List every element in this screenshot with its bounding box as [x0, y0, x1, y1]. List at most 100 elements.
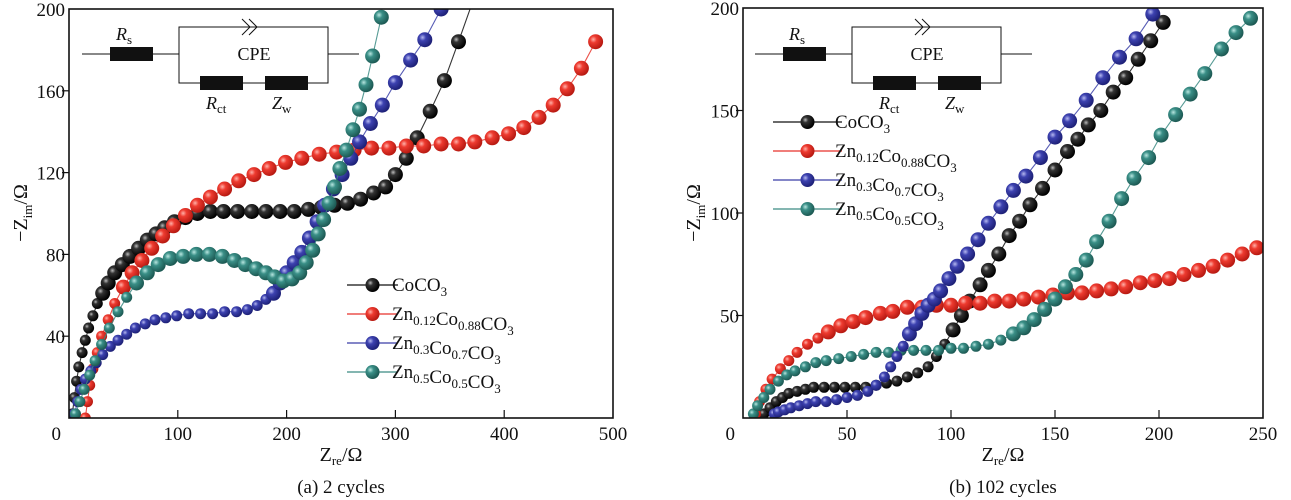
data-point: [451, 136, 466, 152]
panel-b-series: [747, 8, 1263, 418]
data-point: [1176, 267, 1192, 282]
data-point: [316, 212, 332, 228]
data-point: [820, 396, 832, 408]
data-point: [1168, 107, 1184, 123]
panel-b-ylabel: −Zim/Ω: [683, 184, 708, 242]
data-point: [1074, 285, 1090, 301]
legend-marker: [800, 173, 815, 187]
data-point: [1220, 252, 1236, 268]
data-point: [202, 204, 218, 219]
data-point: [1103, 281, 1119, 297]
data-point: [332, 161, 348, 176]
data-point: [1018, 168, 1034, 184]
data-point: [764, 383, 776, 395]
data-point: [1037, 301, 1053, 317]
series-coco3: [758, 14, 1171, 418]
data-point: [96, 338, 108, 350]
data-point: [897, 340, 909, 352]
data-point: [531, 109, 547, 125]
data-point: [73, 361, 85, 373]
data-point: [785, 402, 797, 414]
data-point: [858, 348, 870, 360]
legend-marker: [365, 365, 380, 379]
series-zn0-3co0-7co3: [768, 8, 1161, 418]
x-tick-label: 250: [1249, 424, 1278, 445]
panel-a-caption: (a) 2 cycles: [297, 477, 385, 498]
data-point: [862, 385, 874, 397]
series-line: [773, 13, 1154, 415]
y-tick-label: 200: [37, 0, 66, 21]
data-point: [129, 275, 144, 291]
data-point: [878, 371, 890, 383]
data-point: [403, 52, 419, 68]
data-point: [1030, 289, 1046, 305]
x-tick-label: 300: [381, 424, 410, 445]
data-point: [177, 208, 193, 223]
data-point: [972, 277, 988, 293]
data-point: [183, 308, 195, 320]
data-point: [858, 310, 874, 326]
cpe-symbol-icon: [241, 18, 258, 36]
data-point: [1078, 92, 1094, 108]
data-point: [933, 283, 949, 299]
data-point: [870, 379, 882, 391]
data-point: [995, 334, 1007, 346]
data-point: [1143, 33, 1159, 49]
data-point: [752, 400, 764, 412]
y-tick-label: 50: [720, 307, 739, 328]
data-point: [1005, 182, 1021, 198]
panel-b-legend: CoCO3 Zn0.12Co0.88CO3Zn0.3Co0.7CO3Zn0.5Co…: [773, 112, 957, 233]
data-point: [820, 324, 836, 340]
data-point: [300, 201, 316, 217]
data-point: [165, 218, 181, 234]
data-point: [216, 204, 231, 219]
data-point: [945, 322, 961, 338]
data-point: [1016, 320, 1032, 336]
data-point: [115, 279, 131, 295]
data-point: [1105, 84, 1121, 100]
data-point: [1035, 180, 1050, 196]
data-point: [1141, 150, 1157, 166]
panel-a-legend: CoCO3 Zn0.12Co0.88CO3Zn0.3Co0.7CO3Zn0.5Co…: [347, 275, 514, 396]
data-point: [139, 318, 151, 330]
data-point: [791, 346, 803, 358]
data-point: [1128, 31, 1144, 47]
data-point: [922, 361, 934, 373]
data-point: [885, 361, 897, 373]
data-point: [1126, 170, 1142, 186]
data-point: [516, 120, 532, 136]
cpe-symbol-icon: [914, 18, 931, 36]
y-tick-label: 160: [37, 82, 66, 103]
x-tick-label: 150: [1041, 424, 1070, 445]
data-point: [1101, 213, 1117, 229]
legend-item-zn0-3co0-7co3: Zn0.3Co0.7CO3: [347, 333, 501, 367]
data-point: [908, 344, 920, 356]
data-point: [358, 77, 374, 93]
series-zn0-5co0-5co3: [70, 9, 389, 418]
data-point: [278, 154, 293, 170]
x-tick-label: 50: [838, 424, 857, 445]
data-point: [1118, 70, 1134, 86]
data-point: [1161, 271, 1177, 287]
data-point: [991, 246, 1007, 262]
data-point: [467, 134, 483, 150]
data-point: [851, 389, 863, 401]
data-point: [758, 392, 770, 403]
legend-label: Zn0.12Co0.88CO3: [392, 304, 514, 338]
data-point: [417, 32, 433, 48]
rs-resistor-icon: [110, 47, 153, 61]
data-point: [188, 246, 204, 262]
data-point: [149, 314, 161, 326]
data-point: [573, 60, 589, 76]
data-point: [160, 312, 172, 324]
panel-a-plot-frame: [68, 8, 614, 419]
panel-a-ticks: 0 100 200 300 400 500 40 80 120 160 200: [37, 0, 628, 445]
data-point: [960, 246, 976, 262]
legend-label: CoCO3: [392, 275, 447, 299]
data-point: [97, 349, 109, 361]
data-point: [953, 308, 969, 323]
data-point: [362, 116, 378, 131]
data-point: [422, 103, 438, 119]
legend-item-zn0-5co0-5co3: Zn0.5Co0.5CO3: [773, 199, 944, 233]
data-point: [241, 304, 253, 316]
